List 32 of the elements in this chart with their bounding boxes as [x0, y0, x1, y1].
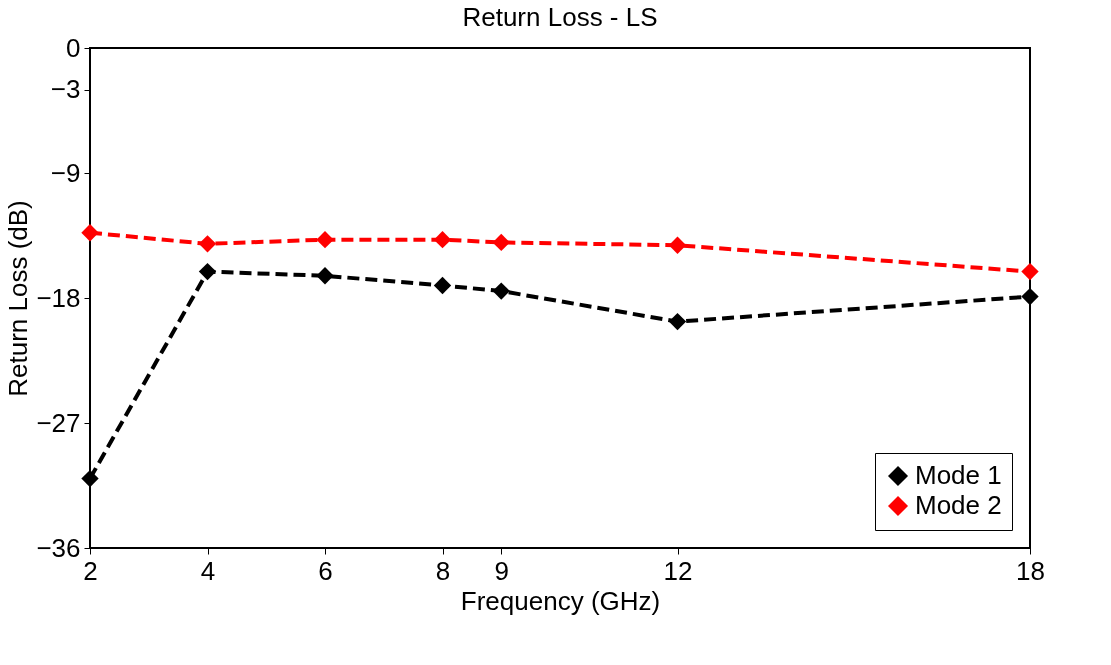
point — [668, 312, 687, 331]
y-tick-label: 0 — [66, 32, 81, 63]
point — [433, 231, 452, 249]
point — [316, 231, 334, 249]
point — [433, 276, 452, 295]
point — [316, 267, 334, 285]
point — [81, 469, 99, 488]
y-axis-title: Return Loss (dB) — [3, 200, 34, 397]
y-tick-label: −9 — [50, 157, 81, 188]
y-tick-label: −18 — [36, 282, 81, 313]
y-tick-label: −36 — [36, 532, 81, 563]
x-tick-label: 2 — [83, 555, 98, 586]
chart-title: Return Loss - LS — [462, 2, 658, 32]
x-tick-label: 6 — [318, 555, 333, 586]
legend-label: Mode 1 — [915, 460, 1002, 490]
point — [198, 235, 217, 253]
point — [492, 282, 510, 300]
x-tick-label: 9 — [494, 555, 509, 586]
x-tick-label: 18 — [1016, 555, 1045, 586]
y-tick-label: −3 — [50, 74, 81, 105]
point — [81, 224, 99, 242]
point — [492, 233, 510, 252]
x-tick-label: 8 — [435, 555, 451, 586]
x-tick-label: 12 — [663, 555, 693, 586]
x-axis-title: Frequency (GHz) — [460, 585, 661, 616]
y-tick-label: −27 — [36, 407, 81, 438]
point — [1021, 287, 1039, 306]
legend-label: Mode 2 — [915, 490, 1002, 520]
point — [198, 262, 217, 281]
point — [1021, 262, 1039, 281]
x-tick-label: 4 — [200, 555, 216, 586]
point — [668, 236, 687, 254]
